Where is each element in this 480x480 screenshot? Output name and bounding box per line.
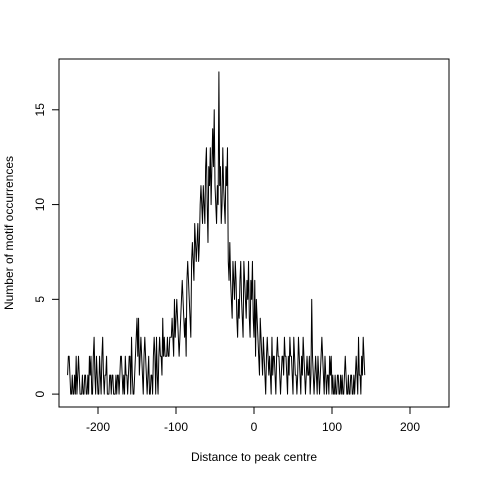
y-axis: 0 5 10 15	[33, 103, 59, 397]
y-tick-label: 10	[33, 198, 47, 212]
x-axis: -200 -100 0 100 200	[86, 407, 420, 434]
series-line	[67, 71, 366, 395]
x-tick-label: -200	[86, 420, 110, 434]
plot-frame	[58, 58, 450, 408]
y-tick-label: 5	[33, 296, 47, 303]
y-axis-label: Number of motif occurrences	[2, 156, 16, 310]
x-tick-label: 0	[251, 420, 258, 434]
x-tick-label: 200	[400, 420, 420, 434]
y-tick-label: 0	[33, 390, 47, 397]
y-tick-label: 15	[33, 103, 47, 117]
x-tick-label: -100	[164, 420, 188, 434]
x-tick-label: 100	[322, 420, 342, 434]
x-axis-label: Distance to peak centre	[191, 450, 317, 464]
